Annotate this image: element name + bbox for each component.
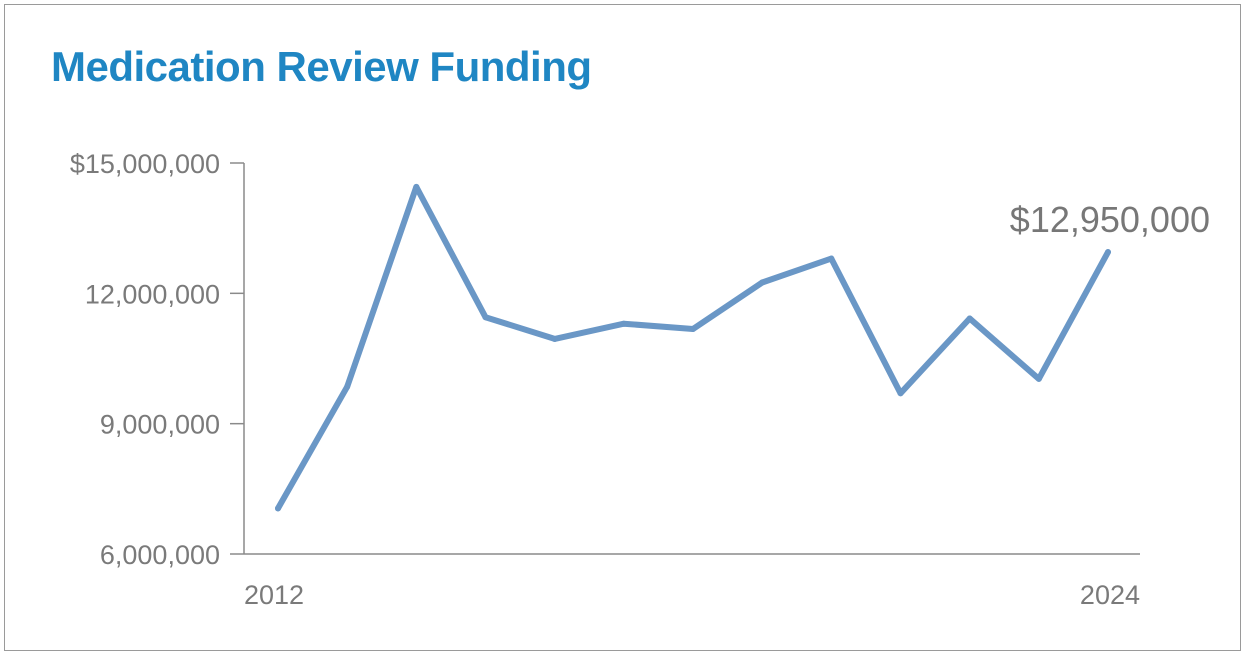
annotation-group: $12,950,000 <box>1010 199 1210 240</box>
data-point <box>482 314 489 321</box>
data-point <box>759 279 766 286</box>
data-point <box>690 325 696 332</box>
x-axis: 2012 2024 <box>244 553 1140 610</box>
data-point <box>828 255 835 262</box>
chart-card: Medication Review Funding <box>4 4 1241 651</box>
y-axis: 6,000,000 9,000,000 12,000,000 $15,000,000 <box>70 149 245 570</box>
data-point <box>551 335 558 342</box>
last-value-annotation: $12,950,000 <box>1010 199 1210 240</box>
y-tick-label: 9,000,000 <box>100 410 220 440</box>
series-line <box>275 183 1111 512</box>
x-tick-label-end: 2024 <box>1080 580 1140 610</box>
data-point <box>897 390 904 397</box>
chart-title: Medication Review Funding <box>51 43 592 90</box>
y-tick-label: $15,000,000 <box>70 149 220 179</box>
data-point <box>966 315 973 322</box>
y-tick-label: 6,000,000 <box>100 540 220 570</box>
series-group <box>275 183 1111 512</box>
data-point <box>620 320 627 327</box>
data-point <box>1105 249 1111 256</box>
data-point <box>275 505 281 512</box>
y-tick-label: 12,000,000 <box>85 279 220 309</box>
data-point <box>413 183 420 190</box>
x-tick-label-start: 2012 <box>244 580 304 610</box>
data-point <box>344 383 351 390</box>
data-point <box>1035 375 1042 382</box>
